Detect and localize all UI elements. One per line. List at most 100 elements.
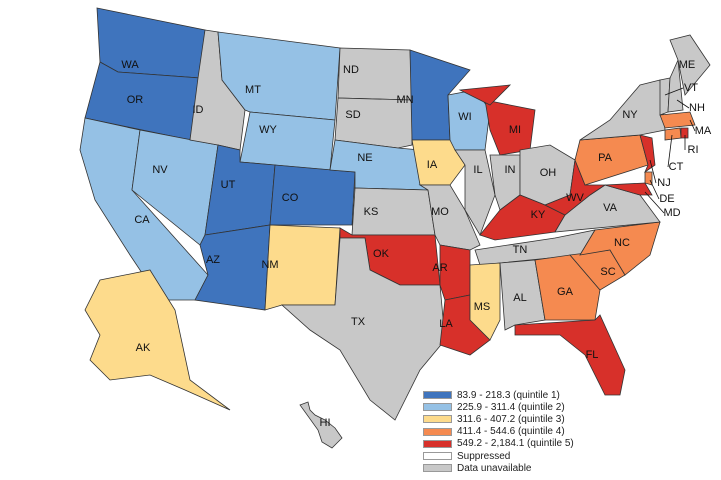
legend-swatch <box>423 403 452 412</box>
state-label-tx: TX <box>351 316 366 328</box>
state-label-nh: NH <box>689 102 705 114</box>
state-nc <box>579 221 661 276</box>
legend-swatch <box>423 427 452 436</box>
state-label-me: ME <box>679 59 696 71</box>
state-label-ky: KY <box>531 209 546 221</box>
state-label-nv: NV <box>152 164 168 176</box>
legend-item: 311.6 - 407.2 (quintile 3) <box>423 413 574 425</box>
state-label-wa: WA <box>121 59 139 71</box>
state-label-id: ID <box>193 104 204 116</box>
state-tx <box>280 237 446 421</box>
legend-label: 83.9 - 218.3 (quintile 1) <box>457 389 560 401</box>
state-label-co: CO <box>282 192 299 204</box>
legend-label: 411.4 - 544.6 (quintile 4) <box>457 426 565 438</box>
leader-line-md <box>644 191 665 214</box>
state-label-ok: OK <box>373 248 390 260</box>
legend-item: Suppressed <box>423 450 574 462</box>
state-label-sc: SC <box>600 266 615 278</box>
state-nj <box>639 134 656 174</box>
state-hi <box>299 401 343 449</box>
state-label-wi: WI <box>458 111 471 123</box>
state-label-ga: GA <box>557 286 574 298</box>
state-label-fl: FL <box>586 349 599 361</box>
state-label-ne: NE <box>357 152 372 164</box>
state-label-wv: WV <box>566 192 584 204</box>
state-nh <box>667 58 684 113</box>
state-label-ca: CA <box>134 214 150 226</box>
state-label-ak: AK <box>136 342 151 354</box>
state-me <box>669 34 711 96</box>
legend-item: 225.9 - 311.4 (quintile 2) <box>423 401 574 413</box>
state-label-pa: PA <box>598 152 613 164</box>
state-label-ar: AR <box>432 262 447 274</box>
legend-item: 549.2 - 2,184.1 (quintile 5) <box>423 438 574 450</box>
state-label-mi: MI <box>509 124 521 136</box>
state-wy <box>239 111 336 171</box>
state-label-ri: RI <box>688 144 699 156</box>
state-wv <box>544 158 607 216</box>
legend: 83.9 - 218.3 (quintile 1) 225.9 - 311.4 (… <box>423 389 574 474</box>
state-label-ia: IA <box>427 159 438 171</box>
legend-label: 225.9 - 311.4 (quintile 2) <box>457 401 565 413</box>
state-ri <box>680 127 689 139</box>
legend-swatch <box>423 415 452 424</box>
state-sd <box>334 97 413 149</box>
state-mi <box>458 84 512 106</box>
state-label-ny: NY <box>622 109 638 121</box>
state-ct <box>664 127 682 141</box>
legend-swatch <box>423 439 452 448</box>
state-md <box>604 182 653 196</box>
leader-line-ct <box>667 134 673 168</box>
state-wa <box>96 7 206 79</box>
state-label-vt: VT <box>684 82 698 94</box>
state-label-wy: WY <box>259 124 277 136</box>
legend-item: 411.4 - 544.6 (quintile 4) <box>423 426 574 438</box>
state-ak <box>84 269 231 411</box>
state-label-il: IL <box>473 164 482 176</box>
state-label-ct: CT <box>669 161 684 173</box>
legend-swatch <box>423 464 452 473</box>
legend-label: Suppressed <box>457 450 511 462</box>
state-label-ma: MA <box>695 125 712 137</box>
state-label-mo: MO <box>431 206 449 218</box>
leader-line-nh <box>676 99 690 109</box>
state-label-az: AZ <box>206 254 220 266</box>
state-label-in: IN <box>505 164 516 176</box>
state-co <box>269 164 356 226</box>
state-label-va: VA <box>603 202 618 214</box>
state-mi <box>484 99 536 156</box>
leader-line-de <box>649 179 660 200</box>
legend-swatch <box>423 391 452 400</box>
leader-line-ma <box>689 119 696 132</box>
legend-item: 83.9 - 218.3 (quintile 1) <box>423 389 574 401</box>
state-label-mt: MT <box>245 84 261 96</box>
state-de <box>644 171 653 186</box>
state-label-tn: TN <box>513 244 528 256</box>
state-fl <box>514 314 626 396</box>
state-label-oh: OH <box>540 167 557 179</box>
state-label-or: OR <box>127 94 144 106</box>
state-ia <box>411 139 466 186</box>
legend-label: Data unavailable <box>457 462 532 474</box>
state-label-nm: NM <box>261 259 278 271</box>
state-label-nd: ND <box>343 64 359 76</box>
state-label-hi: HI <box>320 417 331 429</box>
state-label-ut: UT <box>221 179 236 191</box>
state-label-md: MD <box>663 207 680 219</box>
state-label-sd: SD <box>345 109 360 121</box>
state-label-ks: KS <box>364 206 379 218</box>
state-al <box>499 259 546 331</box>
legend-swatch <box>423 452 452 461</box>
state-label-la: LA <box>439 318 453 330</box>
leader-line-vt <box>664 87 684 96</box>
state-label-nj: NJ <box>657 177 670 189</box>
state-label-de: DE <box>659 193 674 205</box>
state-label-ms: MS <box>474 301 491 313</box>
legend-item: Data unavailable <box>423 462 574 474</box>
legend-label: 549.2 - 2,184.1 (quintile 5) <box>457 438 574 450</box>
legend-label: 311.6 - 407.2 (quintile 3) <box>457 413 565 425</box>
leader-line-nj <box>649 159 657 184</box>
state-label-al: AL <box>513 292 526 304</box>
